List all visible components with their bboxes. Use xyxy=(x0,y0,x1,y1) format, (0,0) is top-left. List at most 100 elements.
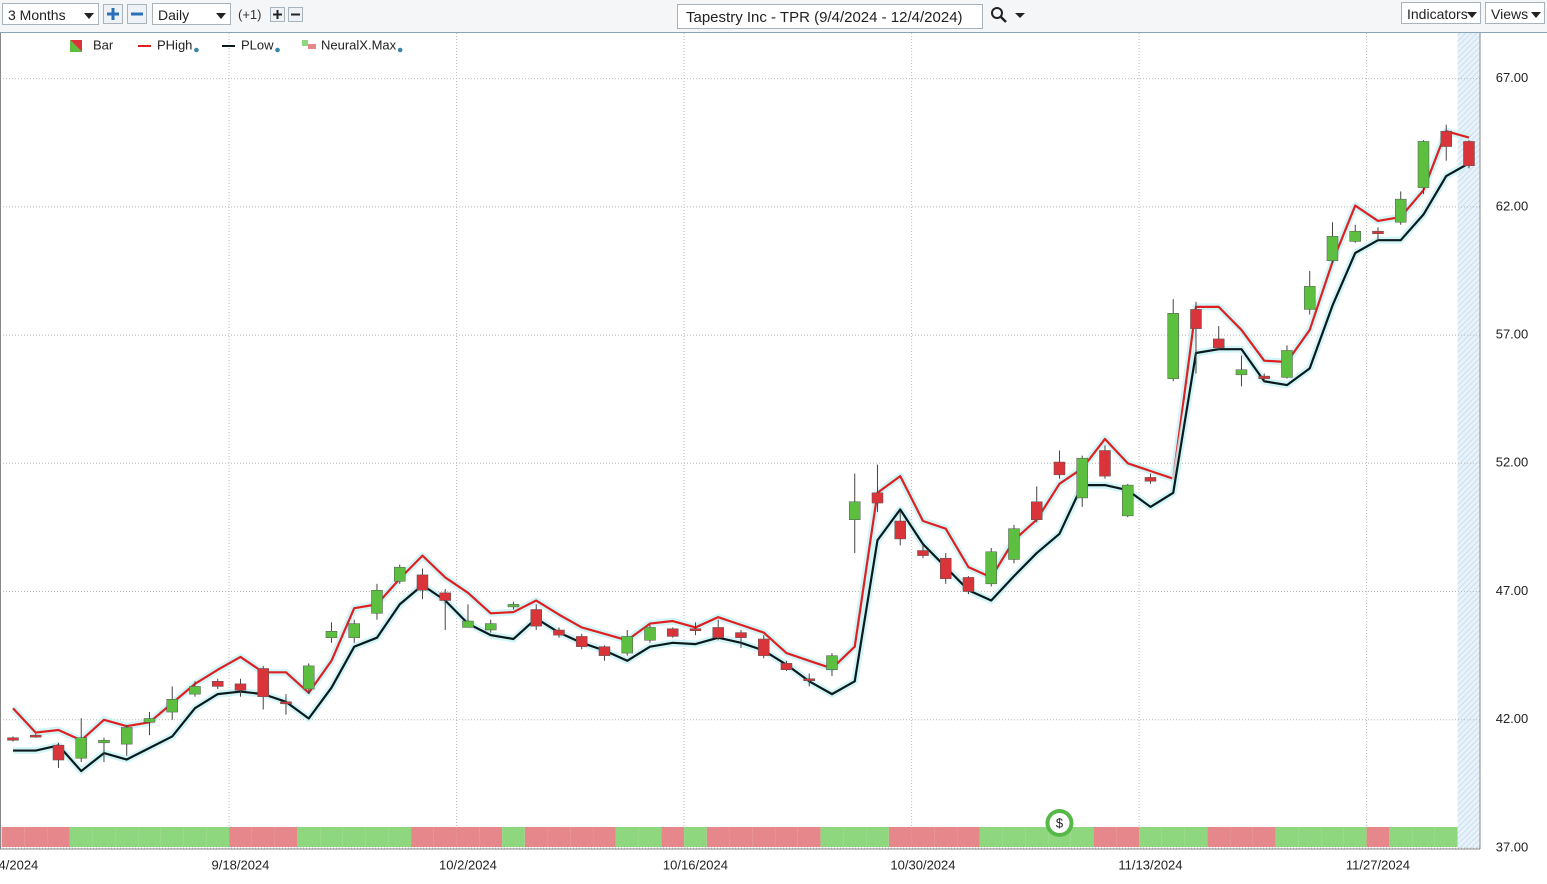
signal-cell xyxy=(934,827,958,847)
signal-cell xyxy=(1002,827,1026,847)
candle-body xyxy=(484,623,497,631)
signal-cell xyxy=(115,827,139,847)
signal-cell xyxy=(1298,827,1322,847)
candle-body xyxy=(234,683,247,691)
signal-cell xyxy=(706,827,730,847)
candle-body xyxy=(1053,461,1066,476)
signal-cell xyxy=(547,827,571,847)
candle-body xyxy=(1326,236,1339,261)
signal-cell xyxy=(570,827,594,847)
signal-cell xyxy=(297,827,321,847)
candle-body xyxy=(985,551,997,585)
offset-minus[interactable] xyxy=(288,7,303,22)
candle-body xyxy=(1190,309,1202,329)
candle-body xyxy=(939,557,952,579)
signal-cell xyxy=(661,827,685,847)
candle-body xyxy=(98,740,110,744)
signal-cell xyxy=(615,827,639,847)
signal-cell xyxy=(320,827,343,847)
minus-icon xyxy=(291,13,300,16)
candle-body xyxy=(712,627,724,638)
candle-body xyxy=(780,663,793,671)
candle-body xyxy=(507,604,520,608)
views-button[interactable]: Views xyxy=(1485,2,1545,24)
candle-body xyxy=(530,609,542,627)
x-tick-label: 10/16/2024 xyxy=(663,857,728,872)
y-tick-label: 47.00 xyxy=(1496,583,1529,598)
signal-cell xyxy=(274,827,298,847)
signal-cell xyxy=(1434,827,1458,847)
signal-cell xyxy=(433,827,457,847)
y-tick-label: 52.00 xyxy=(1496,455,1529,470)
signal-cell xyxy=(1093,827,1117,847)
signal-cell xyxy=(342,827,366,847)
signal-cell xyxy=(957,827,980,847)
symbol-box[interactable]: Tapestry Inc - TPR (9/4/2024 - 12/4/2024… xyxy=(677,4,983,29)
offset-plus[interactable] xyxy=(270,7,285,22)
signal-cell xyxy=(251,827,275,847)
x-tick-label: 9/4/2024 xyxy=(0,857,38,872)
candle-body xyxy=(575,636,588,647)
legend-label: PLow xyxy=(241,37,274,52)
toolbar: 3 Months Daily (+1) Tapestry Inc - TPR (… xyxy=(0,0,1547,33)
y-tick-label: 42.00 xyxy=(1496,711,1529,726)
candle-body xyxy=(553,629,565,636)
candle-body xyxy=(644,627,656,641)
signal-cell xyxy=(1389,827,1413,847)
legend-dot xyxy=(275,47,280,53)
event-marker-inner xyxy=(1049,813,1070,833)
candle-body xyxy=(75,737,87,759)
candle-body xyxy=(439,592,451,601)
signal-cell xyxy=(1343,827,1367,847)
x-tick-label: 10/2/2024 xyxy=(439,857,497,872)
signal-cell xyxy=(1207,827,1231,847)
candle-body xyxy=(1303,286,1316,310)
legend-swatch xyxy=(308,44,316,49)
signal-cell xyxy=(1230,827,1253,847)
minus-icon xyxy=(131,12,143,16)
candle-body xyxy=(302,665,315,690)
search-icon[interactable] xyxy=(990,6,1030,26)
candle-body xyxy=(1076,457,1088,499)
signal-cell xyxy=(684,827,707,847)
zoom-out-button[interactable] xyxy=(127,4,147,24)
candle-body xyxy=(348,623,360,638)
signal-cell xyxy=(1025,827,1049,847)
candle-body xyxy=(1394,198,1407,223)
interval-label: Daily xyxy=(158,7,190,23)
signal-cell xyxy=(1,827,25,847)
symbol-label: Tapestry Inc - TPR (9/4/2024 - 12/4/2024… xyxy=(686,9,963,26)
signal-cell xyxy=(888,827,912,847)
candle-body xyxy=(1235,369,1248,376)
signal-cell xyxy=(593,827,616,847)
candle-body xyxy=(894,520,906,540)
zoom-in-button[interactable] xyxy=(103,4,123,24)
candle-body xyxy=(1372,230,1384,235)
candle-body xyxy=(803,678,815,681)
candle-body xyxy=(1258,375,1270,379)
legend-swatch xyxy=(70,40,82,52)
x-tick-label: 9/18/2024 xyxy=(212,857,270,872)
candle-body xyxy=(621,636,633,654)
candle-body xyxy=(143,718,156,723)
current-bar-zone xyxy=(1457,33,1481,848)
interval-select[interactable]: Daily xyxy=(152,3,231,25)
signal-cell xyxy=(229,827,252,847)
candle-body xyxy=(1099,450,1111,477)
x-tick-label: 10/30/2024 xyxy=(890,857,955,872)
candle-body xyxy=(211,681,224,687)
signal-cell xyxy=(820,827,844,847)
y-tick-label: 37.00 xyxy=(1496,839,1529,854)
indicators-label: Indicators xyxy=(1407,6,1468,22)
candle-body xyxy=(1440,130,1452,147)
range-select[interactable]: 3 Months xyxy=(2,3,99,25)
candle-body xyxy=(416,574,429,591)
signal-cell xyxy=(1252,827,1276,847)
signal-cell xyxy=(160,827,184,847)
signal-cell xyxy=(92,827,116,847)
signal-cell xyxy=(1366,827,1390,847)
candle-body xyxy=(826,655,838,671)
signal-cell xyxy=(752,827,776,847)
legend-label: PHigh xyxy=(157,37,192,52)
indicators-button[interactable]: Indicators xyxy=(1401,2,1481,24)
